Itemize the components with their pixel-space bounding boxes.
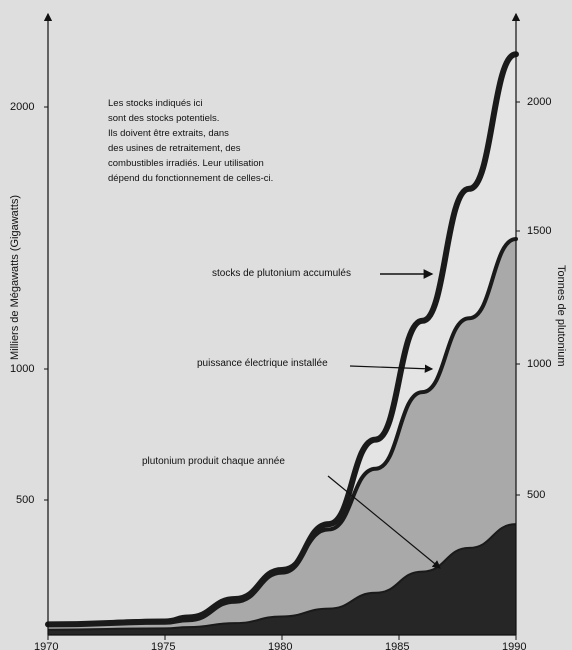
- annual-plutonium-area: [48, 524, 516, 635]
- x-tick-label: 1990: [502, 641, 526, 650]
- note-line: dépend du fonctionnement de celles-ci.: [108, 173, 273, 184]
- note-line: Les stocks indiqués ici: [108, 98, 203, 109]
- stocks-series-line: [45, 51, 519, 628]
- capacity-area: [48, 239, 516, 635]
- annual-series-label: plutonium produit chaque année: [142, 456, 285, 467]
- right-tick-group: 500 1000 1500 2000: [516, 96, 551, 501]
- right-tick-label: 1500: [527, 225, 551, 237]
- chart-note: Les stocks indiqués ici sont des stocks …: [108, 98, 273, 184]
- left-axis-title: Milliers de Mégawatts (Gigawatts): [9, 195, 21, 360]
- annotation-capacity: puissance électrique installée: [197, 358, 434, 373]
- capacity-series-label: puissance électrique installée: [197, 358, 328, 369]
- stocks-series-label: stocks de plutonium accumulés: [212, 268, 351, 279]
- left-tick-label: 2000: [10, 101, 34, 113]
- note-line: combustibles irradiés. Leur utilisation: [108, 158, 264, 169]
- x-tick-label: 1970: [34, 641, 58, 650]
- right-tick-label: 1000: [527, 358, 551, 370]
- note-line: des usines de retraitement, des: [108, 143, 241, 154]
- note-line: sont des stocks potentiels.: [108, 113, 219, 124]
- annotation-stocks: stocks de plutonium accumulés: [212, 268, 434, 279]
- note-line: Ils doivent être extraits, dans: [108, 128, 229, 139]
- left-tick-label: 500: [16, 494, 34, 506]
- annual-annotation-arrow: [327, 475, 441, 569]
- x-tick-label: 1980: [268, 641, 292, 650]
- left-tick-label: 1000: [10, 363, 34, 375]
- x-tick-label: 1975: [151, 641, 175, 650]
- right-tick-label: 2000: [527, 96, 551, 108]
- left-tick-group: 500 1000 2000: [10, 101, 48, 506]
- capacity-series-line: [46, 237, 518, 627]
- annotation-annual: plutonium produit chaque année: [142, 456, 441, 569]
- right-axis-title: Tonnes de plutonium: [555, 265, 567, 367]
- x-tick-group: 1970 1975 1980 1985 1990: [34, 635, 526, 650]
- right-tick-label: 500: [527, 489, 545, 501]
- x-tick-label: 1985: [385, 641, 409, 650]
- annual-series-line: [47, 523, 517, 631]
- capacity-annotation-arrow: [349, 364, 434, 373]
